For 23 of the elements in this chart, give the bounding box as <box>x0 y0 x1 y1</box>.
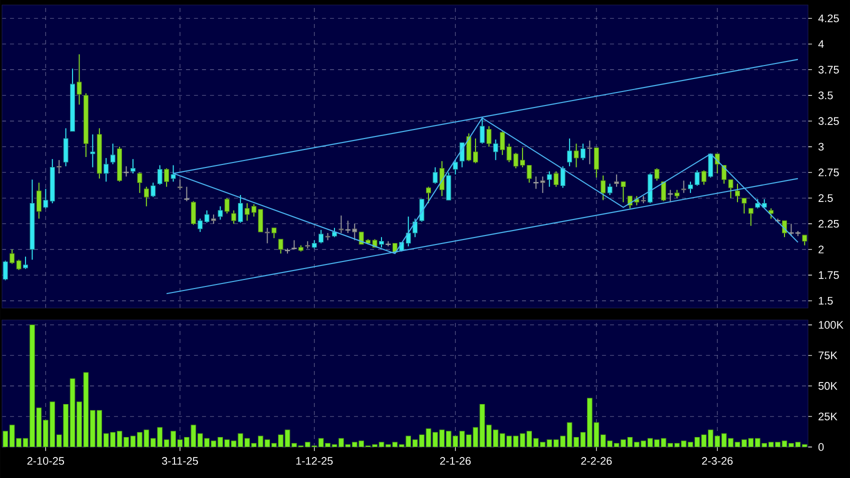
y-tick-label: 0 <box>818 443 824 451</box>
y-tick-label: 2 <box>818 246 824 254</box>
y-tick-label: 1.5 <box>818 296 833 305</box>
y-tick-label: 3.5 <box>818 92 833 100</box>
x-tick-label: 2-2-26 <box>581 457 612 465</box>
y-tick-label: 3.25 <box>818 117 839 125</box>
x-tick-label: 1-12-25 <box>296 457 333 465</box>
y-tick-label: 25K <box>818 412 838 420</box>
y-tick-label: 2.25 <box>818 220 839 228</box>
x-tick-label: 2-10-25 <box>27 457 64 465</box>
y-tick-label: 50K <box>818 382 838 390</box>
y-tick-label: 4.25 <box>818 14 839 22</box>
y-tick-label: 1.75 <box>818 271 839 279</box>
y-tick-label: 2.5 <box>818 194 833 202</box>
x-tick-label: 2-1-26 <box>440 457 471 465</box>
y-tick-label: 100K <box>818 321 844 329</box>
y-tick-label: 3.75 <box>818 66 839 74</box>
y-tick-label: 3 <box>818 142 824 151</box>
y-tick-label: 75K <box>818 352 838 360</box>
y-tick-label: 2.75 <box>818 168 839 176</box>
x-tick-label: 3-11-25 <box>162 457 198 465</box>
x-tick-label: 2-3-26 <box>702 457 733 465</box>
y-tick-label: 4 <box>818 40 824 48</box>
